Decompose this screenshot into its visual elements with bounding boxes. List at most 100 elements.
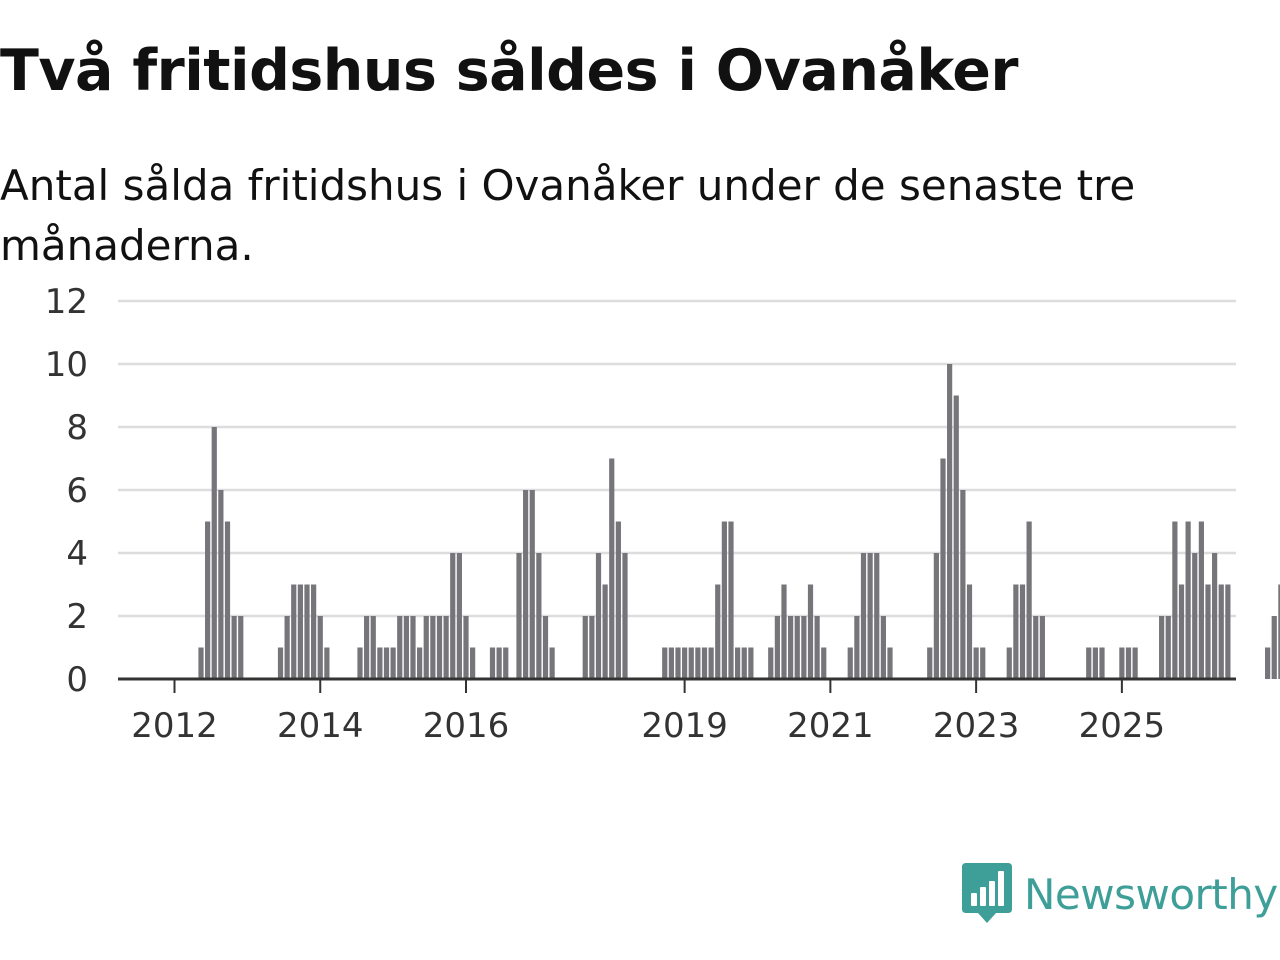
bar: [423, 616, 429, 679]
bar: [503, 647, 509, 679]
y-tick-label: 10: [45, 345, 88, 385]
bar: [238, 616, 244, 679]
bar: [1119, 647, 1125, 679]
bar: [768, 647, 774, 679]
bar: [231, 616, 237, 679]
bar: [708, 647, 714, 679]
bar: [1026, 521, 1032, 679]
bar: [403, 616, 409, 679]
bar: [582, 616, 588, 679]
bar: [198, 647, 204, 679]
x-tick-label: 2023: [933, 706, 1020, 746]
bar: [317, 616, 323, 679]
bar: [927, 647, 933, 679]
bar: [523, 490, 529, 679]
bar: [542, 616, 549, 679]
brand-name: Newsworthy: [1024, 869, 1278, 919]
bar: [284, 616, 290, 679]
bar: [463, 616, 469, 679]
bar: [417, 647, 423, 679]
bar: [430, 616, 436, 679]
y-tick-label: 4: [66, 534, 88, 574]
bar: [1165, 616, 1171, 679]
x-tick-label: 2025: [1079, 706, 1166, 746]
bar: [1212, 553, 1218, 679]
bar: [277, 647, 284, 679]
bar: [536, 553, 542, 679]
bar: [1225, 584, 1231, 679]
bar: [205, 521, 211, 679]
bar: [821, 647, 827, 679]
bar: [854, 616, 860, 679]
bar: [728, 521, 734, 679]
bar: [1278, 584, 1280, 679]
bar: [443, 616, 449, 679]
y-tick-label: 8: [66, 408, 88, 448]
bar: [615, 521, 621, 679]
bar: [682, 647, 688, 679]
bar: [1033, 616, 1039, 679]
bar: [224, 521, 231, 679]
bar: [947, 364, 953, 679]
bar: [390, 647, 396, 679]
bar: [304, 584, 310, 679]
bar: [933, 553, 939, 679]
chart-subtitle: Antal sålda fritidshus i Ovanåker under …: [0, 161, 1136, 270]
bar: [297, 584, 303, 679]
bar: [1039, 616, 1045, 679]
chart-title: Två fritidshus såldes i Ovanåker: [0, 38, 1019, 104]
bar: [774, 616, 780, 679]
y-tick-label: 6: [66, 471, 88, 511]
x-tick-label: 2021: [787, 706, 874, 746]
bar: [874, 553, 880, 679]
bar: [701, 647, 708, 679]
bar: [470, 647, 476, 679]
bar: [516, 553, 522, 679]
gridlines: [118, 299, 1236, 618]
bar: [887, 647, 893, 679]
bar: [1172, 521, 1178, 679]
bar: [450, 553, 456, 679]
bar: [370, 616, 376, 679]
bar: [867, 553, 873, 679]
bar: [1178, 584, 1185, 679]
bar: [496, 647, 502, 679]
bar: [960, 490, 966, 679]
bar: [602, 584, 608, 679]
bar: [973, 647, 979, 679]
bar: [291, 584, 297, 679]
bar: [788, 616, 794, 679]
bar: [662, 647, 668, 679]
bar: [1099, 647, 1105, 679]
bar: [721, 521, 727, 679]
bar: [1271, 616, 1277, 679]
bar: [549, 647, 555, 679]
bar: [383, 647, 390, 679]
bar: [801, 616, 807, 679]
bar: [966, 584, 973, 679]
bars: [198, 364, 1280, 679]
bar: [741, 647, 747, 679]
tick-labels: 02468101222012201420162019202120232025: [45, 282, 1166, 746]
bar: [1086, 647, 1092, 679]
bar: [622, 553, 628, 679]
bar: [807, 584, 814, 679]
bar: [410, 616, 416, 679]
bar: [668, 647, 674, 679]
bar: [609, 458, 615, 679]
bar: [1132, 647, 1138, 679]
bar: [436, 616, 443, 679]
bar: [489, 647, 496, 679]
bar: [1198, 521, 1204, 679]
bar: [675, 647, 681, 679]
bar: [589, 616, 595, 679]
y-tick-label: 0: [66, 660, 88, 700]
bar: [688, 647, 694, 679]
bar: [1092, 647, 1098, 679]
bar: [860, 553, 867, 679]
y-tick-label: 12: [45, 282, 88, 322]
bar: [695, 647, 701, 679]
x-tick-label: 2012: [131, 706, 218, 746]
x-tick-label: 2019: [641, 706, 728, 746]
bar: [1265, 647, 1271, 679]
